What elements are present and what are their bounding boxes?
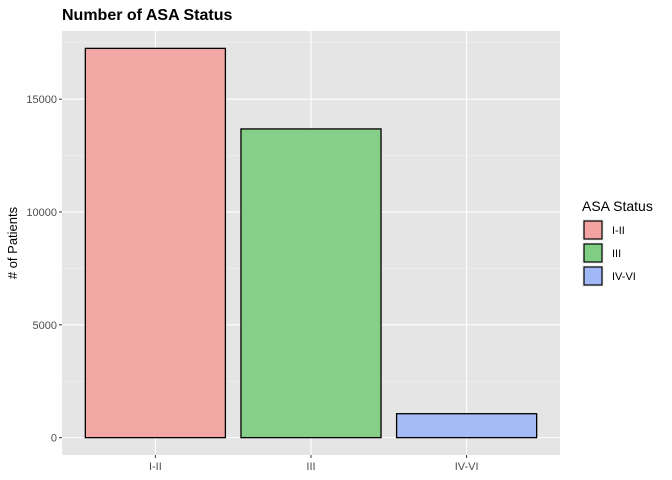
bar-iii: [240, 128, 382, 439]
legend: ASA Status I-II III IV-VI: [582, 198, 653, 287]
y-axis-ticks: 0 5000 10000 15000: [26, 94, 62, 445]
legend-swatch: [583, 266, 603, 286]
legend-swatch: [583, 243, 603, 263]
legend-item-label: IV-VI: [612, 271, 636, 283]
y-tick-label: 10000: [26, 207, 57, 219]
x-axis-ticks: I-II III IV-VI: [149, 455, 479, 473]
bars: [84, 47, 538, 439]
x-tick-label: III: [306, 461, 315, 473]
x-tick-label: IV-VI: [455, 461, 479, 473]
chart-title: Number of ASA Status: [62, 7, 232, 24]
legend-item-label: III: [612, 248, 621, 260]
y-axis-label: # of Patients: [5, 206, 20, 279]
legend-swatch: [583, 220, 603, 240]
bar-iv-vi: [395, 413, 538, 439]
bar-i-ii: [84, 47, 227, 439]
legend-title: ASA Status: [582, 198, 653, 214]
x-tick-label: I-II: [149, 461, 162, 473]
y-tick-label: 0: [51, 433, 57, 445]
y-tick-label: 15000: [26, 94, 57, 106]
y-tick-label: 5000: [33, 320, 57, 332]
legend-item-label: I-II: [612, 225, 625, 237]
